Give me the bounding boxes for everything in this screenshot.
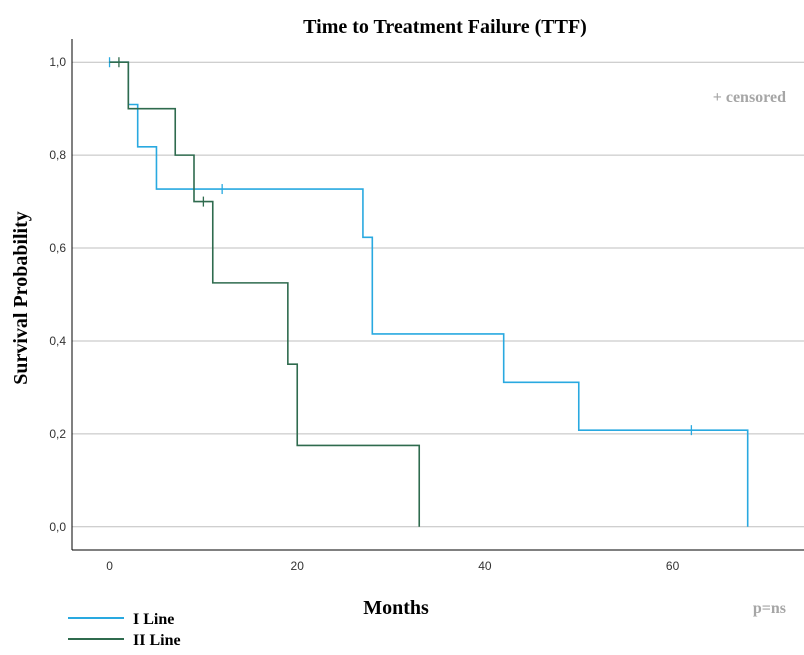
- series-group: [108, 57, 749, 527]
- y-tick-label: 0,8: [49, 148, 66, 162]
- legend: I Line II Line: [68, 611, 181, 649]
- axes: 0,0 0,2 0,4 0,6 0,8 1,0 0 20 40 60: [49, 39, 804, 573]
- y-tick-label: 0,6: [49, 241, 66, 255]
- series-line: [109, 61, 749, 527]
- x-tick-label: 40: [478, 559, 492, 573]
- legend-label: I Line: [133, 611, 174, 628]
- y-axis-title: Survival Probability: [10, 211, 32, 385]
- censored-note: + censored: [713, 89, 786, 106]
- x-axis-title: Months: [363, 597, 429, 619]
- y-tick-label: 0,2: [49, 427, 66, 441]
- gridlines: [72, 61, 804, 528]
- series-line: [109, 61, 421, 527]
- p-value: p=ns: [753, 600, 786, 617]
- y-tick-label: 0,4: [49, 334, 66, 348]
- x-tick-label: 20: [291, 559, 305, 573]
- x-tick-label: 0: [106, 559, 113, 573]
- x-tick-label: 60: [666, 559, 680, 573]
- legend-label: II Line: [133, 632, 181, 649]
- y-tick-label: 0,0: [49, 520, 66, 534]
- chart-title: Time to Treatment Failure (TTF): [303, 16, 587, 38]
- y-tick-label: 1,0: [49, 55, 66, 69]
